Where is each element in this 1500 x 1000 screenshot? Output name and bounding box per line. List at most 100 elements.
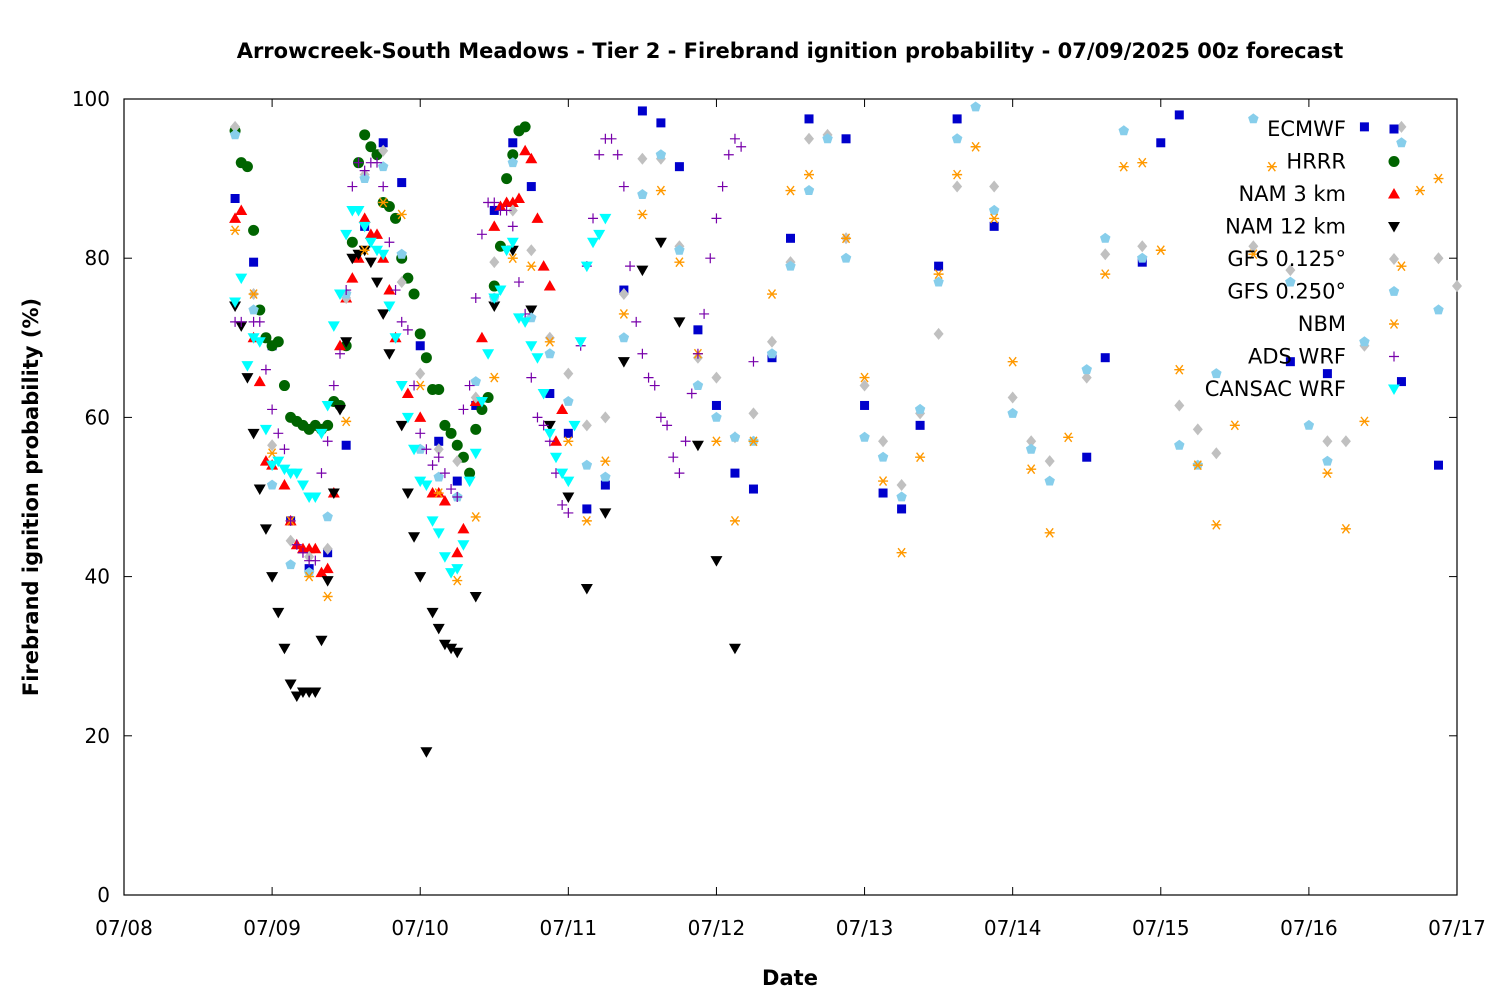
- chart-title: Arrowcreek-South Meadows - Tier 2 - Fire…: [237, 39, 1344, 63]
- data-point: [346, 253, 359, 265]
- data-point: [649, 380, 660, 391]
- data-point: [637, 106, 647, 116]
- data-point: [408, 444, 421, 456]
- data-point: [581, 515, 592, 526]
- data-point: [384, 237, 395, 248]
- data-point: [563, 436, 574, 447]
- data-point: [296, 480, 309, 492]
- data-point: [654, 237, 667, 249]
- data-point: [341, 440, 351, 450]
- data-point: [1359, 122, 1369, 132]
- data-point: [432, 528, 445, 539]
- data-point: [1026, 464, 1037, 475]
- data-point: [600, 411, 611, 424]
- data-point: [452, 492, 463, 502]
- legend-label: GFS 0.125°: [1227, 247, 1346, 271]
- legend-item: NBM: [1298, 312, 1399, 336]
- data-point: [556, 403, 569, 414]
- data-point: [310, 555, 321, 566]
- data-point: [322, 436, 333, 447]
- data-point: [463, 476, 476, 488]
- data-point: [364, 237, 377, 249]
- data-point: [537, 389, 550, 400]
- y-tick-label: 100: [72, 87, 110, 111]
- data-point: [914, 403, 926, 414]
- data-point: [692, 348, 703, 359]
- data-point: [519, 144, 532, 156]
- data-point: [248, 289, 259, 299]
- data-point: [315, 635, 328, 647]
- data-point: [272, 607, 285, 619]
- data-point: [235, 204, 248, 215]
- data-point: [359, 173, 370, 183]
- data-point: [563, 396, 574, 406]
- data-point: [415, 428, 426, 439]
- data-point: [494, 285, 507, 297]
- data-point: [272, 336, 284, 348]
- data-point: [1007, 407, 1018, 418]
- data-point: [748, 436, 759, 447]
- data-point: [377, 309, 390, 320]
- data-point: [512, 192, 525, 203]
- data-point: [438, 552, 451, 563]
- data-point: [637, 189, 648, 199]
- data-point: [730, 468, 740, 478]
- data-point: [1396, 261, 1407, 272]
- data-point: [711, 411, 722, 422]
- data-point: [531, 353, 544, 364]
- data-point: [507, 221, 518, 232]
- data-point: [352, 205, 365, 217]
- data-point: [1155, 245, 1166, 256]
- data-point: [303, 567, 315, 578]
- data-point: [804, 114, 814, 124]
- data-point: [606, 133, 617, 144]
- data-point: [500, 245, 513, 257]
- legend-item: GFS 0.125°: [1227, 247, 1399, 271]
- data-point: [285, 534, 296, 547]
- data-point: [415, 367, 426, 380]
- series-hrrr: [229, 121, 531, 479]
- data-point: [488, 301, 501, 312]
- data-point: [267, 439, 278, 452]
- legend-marker: [1388, 286, 1400, 296]
- data-point: [599, 508, 612, 519]
- data-point: [371, 277, 384, 289]
- data-point: [259, 524, 272, 535]
- data-point: [686, 388, 697, 399]
- data-point: [359, 165, 370, 176]
- data-point: [247, 428, 260, 440]
- data-point: [637, 152, 648, 165]
- data-point: [327, 488, 340, 500]
- x-axis-label: Date: [762, 966, 818, 990]
- data-point: [401, 488, 414, 500]
- data-point: [285, 515, 296, 526]
- data-point: [254, 316, 265, 327]
- x-tick-label: 07/08: [95, 916, 153, 940]
- data-point: [236, 316, 247, 327]
- data-point: [229, 297, 242, 308]
- data-point: [372, 157, 383, 168]
- data-point: [785, 260, 796, 271]
- data-point: [543, 420, 556, 432]
- data-point: [860, 400, 870, 410]
- data-point: [1118, 125, 1129, 136]
- data-point: [1303, 419, 1315, 430]
- data-point: [970, 101, 981, 112]
- data-point: [556, 468, 569, 480]
- data-point: [358, 212, 371, 223]
- legend-marker: [1388, 156, 1400, 167]
- data-point: [230, 194, 240, 203]
- data-point: [1322, 455, 1333, 466]
- data-point: [1248, 249, 1259, 260]
- data-point: [951, 133, 963, 144]
- data-point: [1414, 185, 1425, 196]
- data-point: [359, 129, 371, 141]
- data-point: [636, 265, 649, 277]
- data-point: [464, 380, 475, 391]
- data-point: [383, 301, 396, 312]
- data-point: [600, 471, 611, 482]
- data-point: [674, 257, 685, 268]
- data-point: [1322, 468, 1333, 479]
- data-point: [445, 427, 457, 439]
- data-point: [594, 149, 605, 160]
